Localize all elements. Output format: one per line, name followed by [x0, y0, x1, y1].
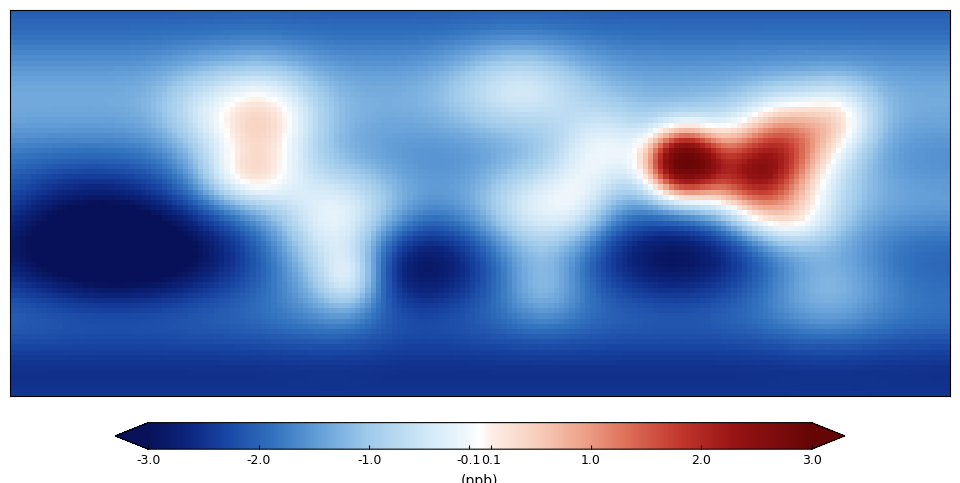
PathPatch shape — [115, 423, 149, 449]
Text: (ppb): (ppb) — [461, 474, 499, 483]
PathPatch shape — [811, 423, 845, 449]
